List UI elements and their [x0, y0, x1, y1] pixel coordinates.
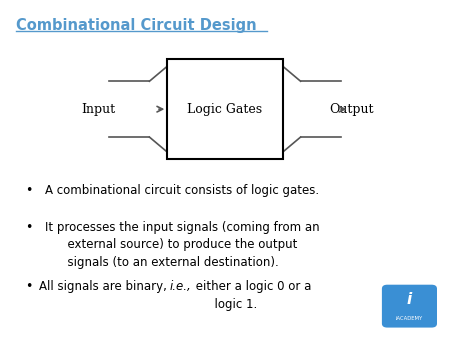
Text: Logic Gates: Logic Gates — [188, 103, 262, 116]
Text: i.e.,: i.e., — [170, 280, 192, 293]
Text: iACADEMY: iACADEMY — [396, 316, 423, 321]
Text: It processes the input signals (coming from an
      external source) to produce: It processes the input signals (coming f… — [45, 220, 320, 268]
Bar — [167, 59, 283, 159]
Text: i: i — [407, 292, 412, 307]
Text: Combinational Circuit Design: Combinational Circuit Design — [16, 18, 257, 33]
Text: All signals are binary,: All signals are binary, — [39, 280, 171, 293]
Text: A combinational circuit consists of logic gates.: A combinational circuit consists of logi… — [45, 184, 319, 197]
FancyBboxPatch shape — [382, 285, 437, 328]
Text: •: • — [25, 220, 32, 234]
Text: either a logic 0 or a
      logic 1.: either a logic 0 or a logic 1. — [192, 280, 311, 311]
Text: Input: Input — [81, 103, 115, 116]
Text: •: • — [25, 184, 32, 197]
Text: Output: Output — [329, 103, 374, 116]
Text: •: • — [25, 280, 32, 293]
